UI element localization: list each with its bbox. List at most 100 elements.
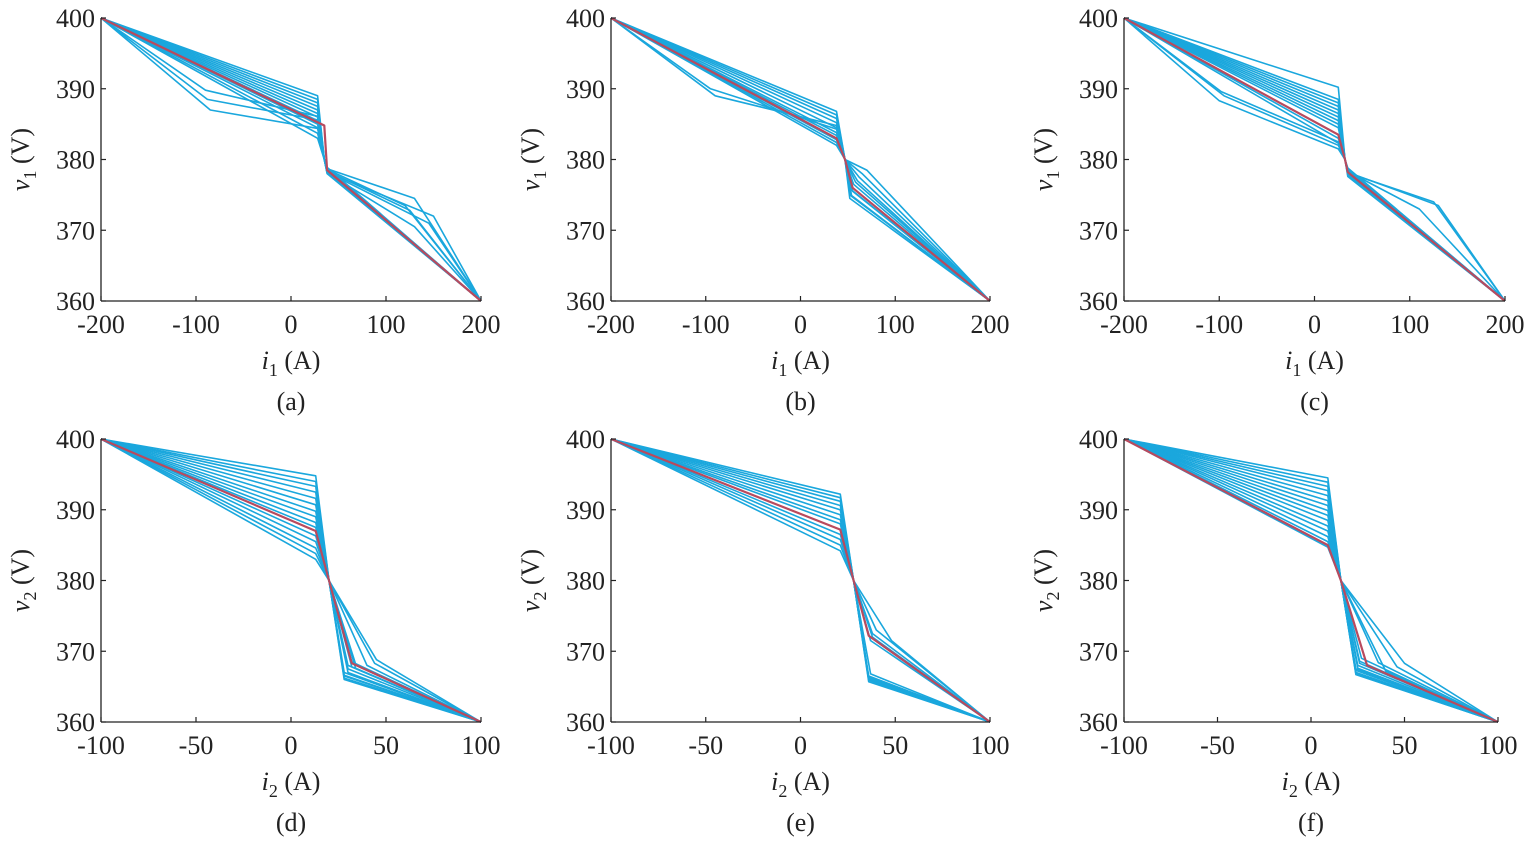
y-tick-label: 400: [1079, 425, 1118, 454]
y-tick-label: 390: [56, 496, 95, 525]
family-curve: [100, 17, 482, 302]
x-tick-label: 100: [876, 310, 915, 339]
x-axis-label: i1 (A): [262, 346, 321, 380]
family-curve: [100, 17, 482, 302]
y-tick-label: 400: [1079, 4, 1118, 33]
x-tick-label: -100: [77, 731, 125, 760]
family-curve: [100, 17, 482, 302]
chart-panel-c: -200 -100 0 100 200 360 370 380 390 400 i1 (A) v1 (…: [1029, 4, 1525, 416]
x-tick-label: 100: [1479, 731, 1518, 760]
family-curve: [100, 17, 482, 302]
y-tick-label: 370: [566, 637, 605, 666]
x-tick-label: 0: [794, 731, 807, 760]
x-tick-label: 100: [1390, 310, 1429, 339]
x-tick-label: -50: [179, 731, 214, 760]
y-axis-label: v1 (V): [6, 128, 40, 191]
family-curve: [1123, 438, 1499, 723]
nominal-curve: [1123, 438, 1499, 724]
y-tick-label: 360: [566, 708, 605, 737]
y-tick-label: 380: [566, 146, 605, 175]
family-curve: [100, 438, 482, 723]
panel-label: (b): [785, 387, 815, 416]
y-tick-label: 400: [566, 425, 605, 454]
x-tick-label: 0: [285, 310, 298, 339]
x-axis-label: i1 (A): [1285, 346, 1344, 380]
x-tick-label: -100: [587, 731, 635, 760]
y-axis-label: v2 (V): [6, 549, 40, 612]
family-curve: [100, 17, 482, 302]
family-curve: [1123, 438, 1499, 723]
family-curve: [1123, 438, 1499, 723]
family-curve: [1123, 438, 1499, 723]
y-tick-label: 360: [1079, 287, 1118, 316]
family-curve: [100, 17, 482, 302]
family-curve: [1123, 438, 1499, 723]
x-tick-label: 0: [794, 310, 807, 339]
family-curve: [100, 17, 482, 302]
x-tick-label: 0: [285, 731, 298, 760]
x-axis-label: i2 (A): [1282, 767, 1341, 801]
family-curve: [100, 17, 482, 302]
family-curve: [1123, 438, 1499, 723]
x-tick-label: -100: [172, 310, 220, 339]
y-tick-label: 380: [56, 146, 95, 175]
x-tick-label: 50: [373, 731, 399, 760]
y-tick-label: 370: [56, 637, 95, 666]
nominal-curve: [610, 437, 991, 723]
x-tick-label: 0: [1308, 310, 1321, 339]
y-axis-label: v1 (V): [516, 128, 550, 191]
family-curve: [1123, 438, 1499, 723]
x-tick-label: -200: [77, 310, 125, 339]
nominal-curve: [100, 437, 482, 724]
family-curve: [1123, 438, 1499, 723]
y-tick-label: 380: [566, 567, 605, 596]
y-tick-label: 390: [56, 75, 95, 104]
family-curve: [100, 17, 482, 302]
y-tick-label: 360: [56, 708, 95, 737]
y-tick-label: 390: [566, 496, 605, 525]
y-tick-label: 370: [1079, 637, 1118, 666]
family-curve: [1123, 438, 1499, 723]
x-tick-label: 50: [1392, 731, 1418, 760]
family-curve: [100, 17, 482, 302]
panel-label: (a): [277, 387, 306, 416]
y-tick-label: 390: [1079, 496, 1118, 525]
y-tick-label: 360: [56, 287, 95, 316]
x-axis-label: i2 (A): [262, 767, 321, 801]
x-tick-label: -200: [1100, 310, 1148, 339]
x-tick-label: -50: [1200, 731, 1235, 760]
y-tick-label: 370: [56, 216, 95, 245]
family-curve: [1123, 438, 1499, 723]
y-axis-label: v2 (V): [1029, 549, 1063, 612]
panel-label: (d): [276, 808, 306, 837]
panel-label: (c): [1300, 387, 1329, 416]
y-tick-label: 380: [56, 567, 95, 596]
nominal-curve: [610, 17, 991, 302]
x-tick-label: 200: [462, 310, 501, 339]
family-curve: [1123, 438, 1499, 723]
family-curve: [1123, 17, 1506, 302]
y-tick-label: 390: [1079, 75, 1118, 104]
chart-panel-f: -100 -50 0 50 100 360 370 380 390 400 i2 (A) v2 (V)…: [1029, 425, 1518, 837]
y-tick-label: 380: [1079, 567, 1118, 596]
family-curve: [100, 17, 482, 302]
x-tick-label: 100: [971, 731, 1010, 760]
y-tick-label: 400: [56, 4, 95, 33]
y-tick-label: 370: [566, 216, 605, 245]
x-tick-label: 100: [367, 310, 406, 339]
family-curve: [100, 17, 482, 302]
y-tick-label: 360: [1079, 708, 1118, 737]
family-curve: [1123, 438, 1499, 723]
nominal-curve: [100, 17, 482, 302]
y-tick-label: 380: [1079, 146, 1118, 175]
panel-label: (e): [786, 808, 815, 837]
x-tick-label: -50: [688, 731, 723, 760]
chart-panel-d: -100 -50 0 50 100 360 370 380 390 400 i2 (A) v2 (V)…: [6, 425, 501, 837]
x-tick-label: -200: [587, 310, 635, 339]
family-curve: [1123, 438, 1499, 723]
x-tick-label: -100: [1195, 310, 1243, 339]
family-curve: [1123, 438, 1499, 723]
x-tick-label: 200: [971, 310, 1010, 339]
chart-panel-b: -200 -100 0 100 200 360 370 380 390 400 i1 (A) v1 (…: [516, 4, 1010, 416]
